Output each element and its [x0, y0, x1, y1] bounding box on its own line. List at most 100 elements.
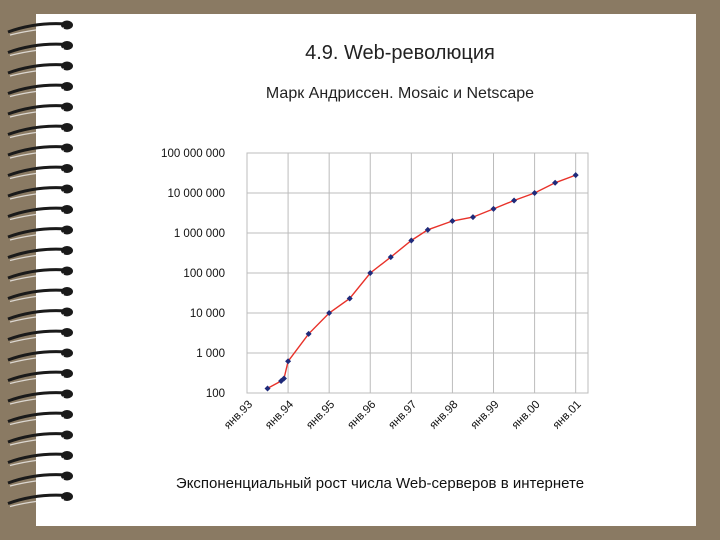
spiral-hole — [61, 287, 73, 296]
spiral-hole — [61, 184, 73, 194]
spiral-hole — [61, 205, 73, 214]
spiral-hole — [61, 102, 73, 112]
spiral-ring-highlight — [9, 314, 65, 323]
spiral-ring — [7, 206, 67, 218]
spiral-hole — [61, 328, 73, 337]
spiral-ring — [7, 22, 67, 34]
spiral-ring-highlight — [9, 416, 65, 426]
x-tick-label: янв.97 — [386, 399, 419, 432]
spiral-ring-highlight — [9, 355, 65, 364]
y-tick-label: 1 000 000 — [174, 228, 225, 240]
spiral-ring-highlight — [9, 437, 65, 446]
slide-paper — [36, 14, 696, 526]
data-point — [326, 310, 333, 316]
spiral-hole — [61, 266, 73, 276]
spiral-ring-highlight — [9, 396, 65, 405]
spiral-ring — [7, 247, 67, 259]
spiral-ring — [7, 227, 67, 239]
spiral-ring-highlight — [9, 47, 65, 57]
spiral-hole — [61, 61, 73, 71]
data-point — [572, 172, 579, 179]
data-point — [280, 375, 287, 382]
spiral-ring-highlight — [9, 232, 65, 241]
y-tick-label: 1 000 — [196, 348, 225, 360]
spiral-hole — [61, 123, 73, 132]
x-tick-label: янв.00 — [510, 399, 543, 432]
spiral-ring-highlight — [9, 191, 65, 200]
spiral-hole — [61, 225, 73, 235]
spiral-ring-highlight — [9, 211, 65, 221]
spiral-ring-highlight — [9, 68, 65, 77]
spiral-ring-highlight — [9, 457, 65, 467]
spiral-hole — [61, 389, 73, 399]
spiral-ring-highlight — [9, 129, 65, 139]
spiral-hole — [61, 246, 73, 255]
spiral-ring — [7, 329, 67, 341]
y-tick-label: 10 000 000 — [167, 188, 225, 200]
spiral-ring — [7, 83, 67, 95]
data-point — [490, 205, 497, 212]
spiral-ring — [7, 104, 67, 116]
slide-title: 4.9. Web-революция — [305, 42, 495, 64]
spiral-hole — [61, 430, 73, 440]
data-point — [511, 197, 518, 204]
y-tick-label: 10 000 — [190, 308, 225, 320]
spiral-ring-highlight — [9, 150, 65, 159]
spiral-ring-highlight — [9, 109, 65, 118]
spiral-ring-highlight — [9, 27, 65, 36]
spiral-ring — [7, 145, 67, 157]
spiral-ring-highlight — [9, 88, 65, 98]
y-tick-label: 100 — [206, 388, 225, 400]
x-tick-label: янв.94 — [263, 398, 296, 431]
chart-caption: Экспоненциальный рост числа Web-серверов… — [175, 475, 585, 492]
spiral-hole — [61, 492, 73, 501]
spiral-ring — [7, 124, 67, 136]
spiral-ring — [7, 288, 67, 300]
spiral-hole — [61, 82, 73, 91]
spiral-ring-highlight — [9, 170, 65, 180]
x-tick-label: янв.01 — [551, 399, 584, 432]
y-tick-label: 100 000 000 — [161, 148, 225, 160]
data-point — [285, 358, 292, 365]
x-tick-label: янв.99 — [469, 399, 502, 432]
spiral-hole — [61, 41, 73, 50]
spiral-hole — [61, 20, 73, 30]
spiral-ring — [7, 370, 67, 382]
spiral-hole — [61, 471, 73, 481]
x-tick-label: янв.96 — [345, 399, 378, 432]
spiral-ring — [7, 42, 67, 54]
spiral-ring — [7, 165, 67, 177]
plot-area — [246, 152, 589, 394]
series-line — [267, 174, 576, 390]
data-point — [367, 270, 374, 276]
x-tick-label: янв.93 — [222, 399, 255, 432]
spiral-ring — [7, 432, 67, 444]
spiral-ring — [7, 391, 67, 403]
spiral-ring — [7, 452, 67, 464]
spiral-ring-highlight — [9, 273, 65, 282]
spiral-hole — [61, 143, 73, 153]
spiral-ring-highlight — [9, 252, 65, 262]
spiral-ring-highlight — [9, 293, 65, 303]
spiral-ring-highlight — [9, 334, 65, 344]
spiral-hole — [61, 410, 73, 419]
spiral-ring — [7, 350, 67, 362]
spiral-ring — [7, 309, 67, 321]
data-point — [449, 217, 456, 224]
spiral-binding — [7, 20, 73, 508]
data-point — [469, 214, 476, 221]
data-point — [346, 295, 353, 302]
data-point — [424, 226, 431, 233]
spiral-hole — [61, 164, 73, 173]
spiral-ring — [7, 186, 67, 198]
data-point — [531, 190, 538, 196]
spiral-ring — [7, 473, 67, 485]
data-point — [552, 179, 559, 186]
spiral-ring — [7, 63, 67, 75]
slide-subtitle: Марк Андриссен. Mosaic и Netscape — [265, 85, 535, 102]
spiral-hole — [61, 451, 73, 460]
data-point — [408, 237, 415, 244]
spiral-ring-highlight — [9, 498, 65, 508]
